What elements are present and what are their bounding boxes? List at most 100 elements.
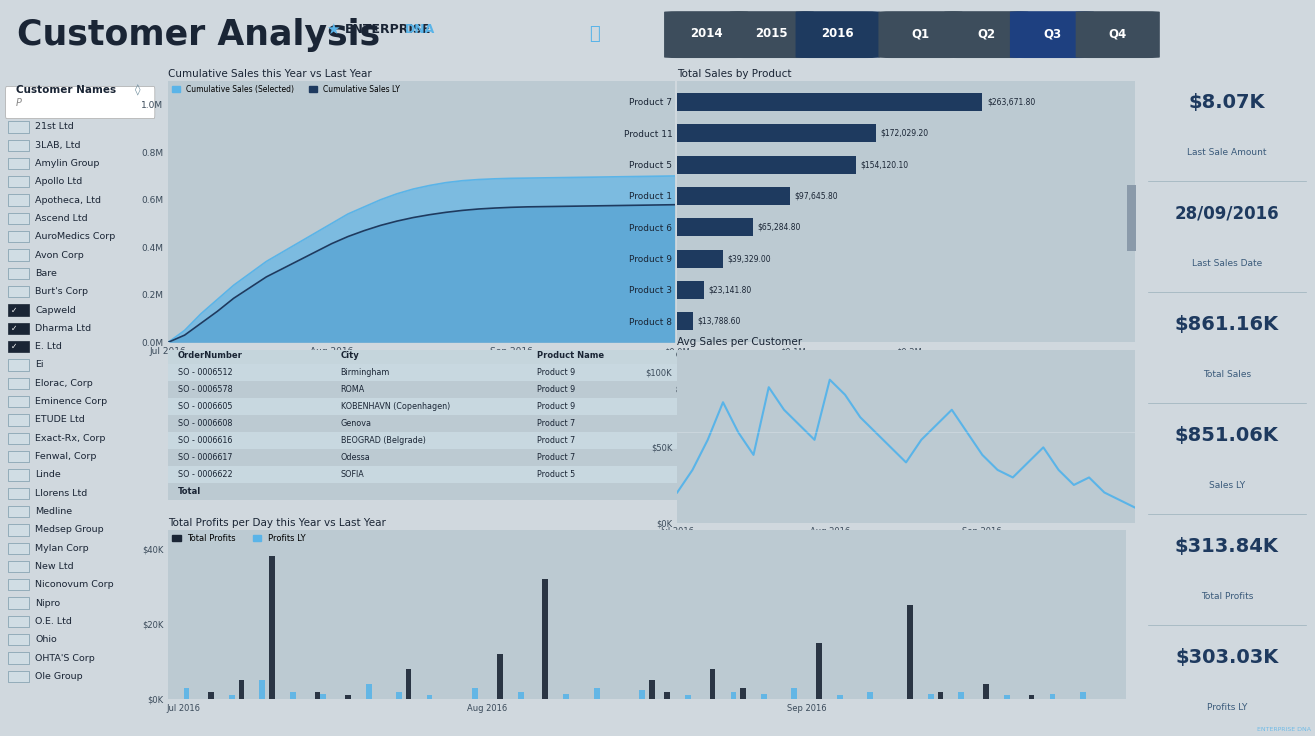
Text: ⌕: ⌕ (589, 24, 600, 43)
Bar (868, 692, 873, 699)
Text: BEOGRAD (Belgrade): BEOGRAD (Belgrade) (341, 436, 426, 445)
Bar (677, 250, 723, 268)
Bar (345, 696, 351, 699)
Text: Product 7: Product 7 (537, 419, 575, 428)
Bar (685, 696, 690, 699)
Text: 8/07/2016: 8/07/2016 (676, 385, 717, 394)
Text: Ei: Ei (36, 361, 43, 369)
Text: 21st Ltd: 21st Ltd (36, 122, 74, 131)
FancyBboxPatch shape (796, 11, 880, 58)
FancyBboxPatch shape (8, 598, 29, 609)
Text: Ascend Ltd: Ascend Ltd (36, 214, 88, 223)
FancyBboxPatch shape (664, 11, 748, 58)
Bar (677, 155, 856, 174)
Text: ENTERPRISE DNA: ENTERPRISE DNA (1257, 727, 1311, 732)
FancyBboxPatch shape (1076, 11, 1160, 58)
Text: 34%: 34% (934, 402, 952, 411)
Text: 2015: 2015 (756, 27, 788, 40)
Text: 36%: 36% (934, 487, 955, 496)
Text: Avon Corp: Avon Corp (36, 250, 84, 260)
Text: Total Profits: Total Profits (1201, 592, 1253, 601)
Bar (928, 693, 934, 699)
Text: 2014: 2014 (690, 27, 722, 40)
Text: 40%: 40% (934, 368, 952, 378)
Text: $313.84K: $313.84K (1176, 537, 1278, 556)
Text: SO - 0006616: SO - 0006616 (178, 436, 233, 445)
Bar (1127, 185, 1136, 251)
Bar (836, 696, 843, 699)
Text: SO - 0006617: SO - 0006617 (178, 453, 233, 462)
Text: SO - 0006578: SO - 0006578 (178, 385, 233, 394)
FancyBboxPatch shape (8, 433, 29, 444)
Text: 12/07/2016: 12/07/2016 (676, 453, 722, 462)
FancyBboxPatch shape (8, 194, 29, 206)
Text: AuroMedics Corp: AuroMedics Corp (36, 233, 116, 241)
FancyBboxPatch shape (8, 616, 29, 627)
Text: Niconovum Corp: Niconovum Corp (36, 580, 114, 590)
Text: 3LAB, Ltd: 3LAB, Ltd (36, 141, 80, 149)
FancyBboxPatch shape (8, 524, 29, 536)
Text: 11/07/2016: 11/07/2016 (676, 419, 722, 428)
Text: Q4: Q4 (1109, 27, 1127, 40)
Text: Total Profits per Day this Year vs Last Year: Total Profits per Day this Year vs Last … (168, 517, 387, 528)
Text: DNA: DNA (405, 23, 435, 36)
Text: ETUDE Ltd: ETUDE Ltd (36, 415, 85, 425)
Text: OrderNumber: OrderNumber (178, 351, 243, 361)
Text: 13/07/2016: 13/07/2016 (676, 470, 722, 479)
Text: ✓: ✓ (11, 342, 17, 351)
Text: Product 9: Product 9 (537, 368, 575, 378)
Text: KOBENHAVN (Copenhagen): KOBENHAVN (Copenhagen) (341, 402, 450, 411)
Text: Burt's Corp: Burt's Corp (36, 287, 88, 296)
Text: 11/07/2016: 11/07/2016 (676, 402, 722, 411)
Bar (168, 346, 1126, 366)
Text: $861.16K: $861.16K (1174, 315, 1279, 333)
Text: Cumulative Sales this Year vs Last Year: Cumulative Sales this Year vs Last Year (168, 68, 372, 79)
Text: Mylan Corp: Mylan Corp (36, 544, 89, 553)
Text: $97,645.80: $97,645.80 (794, 191, 839, 200)
Text: $5,025.00: $5,025.00 (793, 368, 834, 378)
Bar (1080, 692, 1086, 699)
FancyBboxPatch shape (8, 121, 29, 132)
Bar (208, 692, 214, 699)
Text: ★: ★ (326, 22, 339, 37)
Text: Last Sale Amount: Last Sale Amount (1187, 148, 1266, 157)
Text: 57%: 57% (934, 470, 952, 479)
Text: Sales LY: Sales LY (1208, 481, 1245, 489)
Text: SO - 0006608: SO - 0006608 (178, 419, 233, 428)
Text: Q1: Q1 (911, 27, 930, 40)
Text: ROMA: ROMA (341, 385, 364, 394)
Text: $154,120.10: $154,120.10 (860, 160, 909, 169)
Bar (168, 364, 1126, 381)
Bar (168, 415, 1126, 432)
Bar (710, 669, 715, 699)
Text: Q2: Q2 (977, 27, 995, 40)
Bar (1005, 696, 1010, 699)
Bar (426, 696, 433, 699)
Bar (314, 692, 321, 699)
Text: $65,284.80: $65,284.80 (757, 223, 801, 232)
Bar (907, 605, 913, 699)
Text: Profit Margin: Profit Margin (934, 351, 997, 361)
Legend: Total Profits, Profits LY: Total Profits, Profits LY (172, 534, 305, 543)
Text: $8.07K: $8.07K (1189, 93, 1265, 112)
Text: Birmingham: Birmingham (341, 368, 391, 378)
Text: Llorens Ltd: Llorens Ltd (36, 489, 88, 498)
FancyBboxPatch shape (8, 396, 29, 407)
Text: Customer Names: Customer Names (16, 85, 116, 94)
Bar (677, 93, 982, 111)
Bar (168, 432, 1126, 449)
Text: Dharma Ltd: Dharma Ltd (36, 324, 92, 333)
Text: Ohio: Ohio (36, 635, 57, 644)
FancyBboxPatch shape (8, 213, 29, 224)
FancyBboxPatch shape (8, 487, 29, 499)
Bar (321, 693, 326, 699)
Bar (405, 669, 412, 699)
FancyBboxPatch shape (8, 451, 29, 462)
Bar (518, 692, 523, 699)
Text: $46,632.00: $46,632.00 (793, 436, 839, 445)
Text: $13,788.60: $13,788.60 (698, 316, 742, 326)
Text: Total: Total (178, 487, 201, 496)
Text: 12/07/2016: 12/07/2016 (676, 436, 722, 445)
Text: $39,329.00: $39,329.00 (727, 254, 771, 263)
Text: Customer Analysis: Customer Analysis (17, 18, 380, 52)
